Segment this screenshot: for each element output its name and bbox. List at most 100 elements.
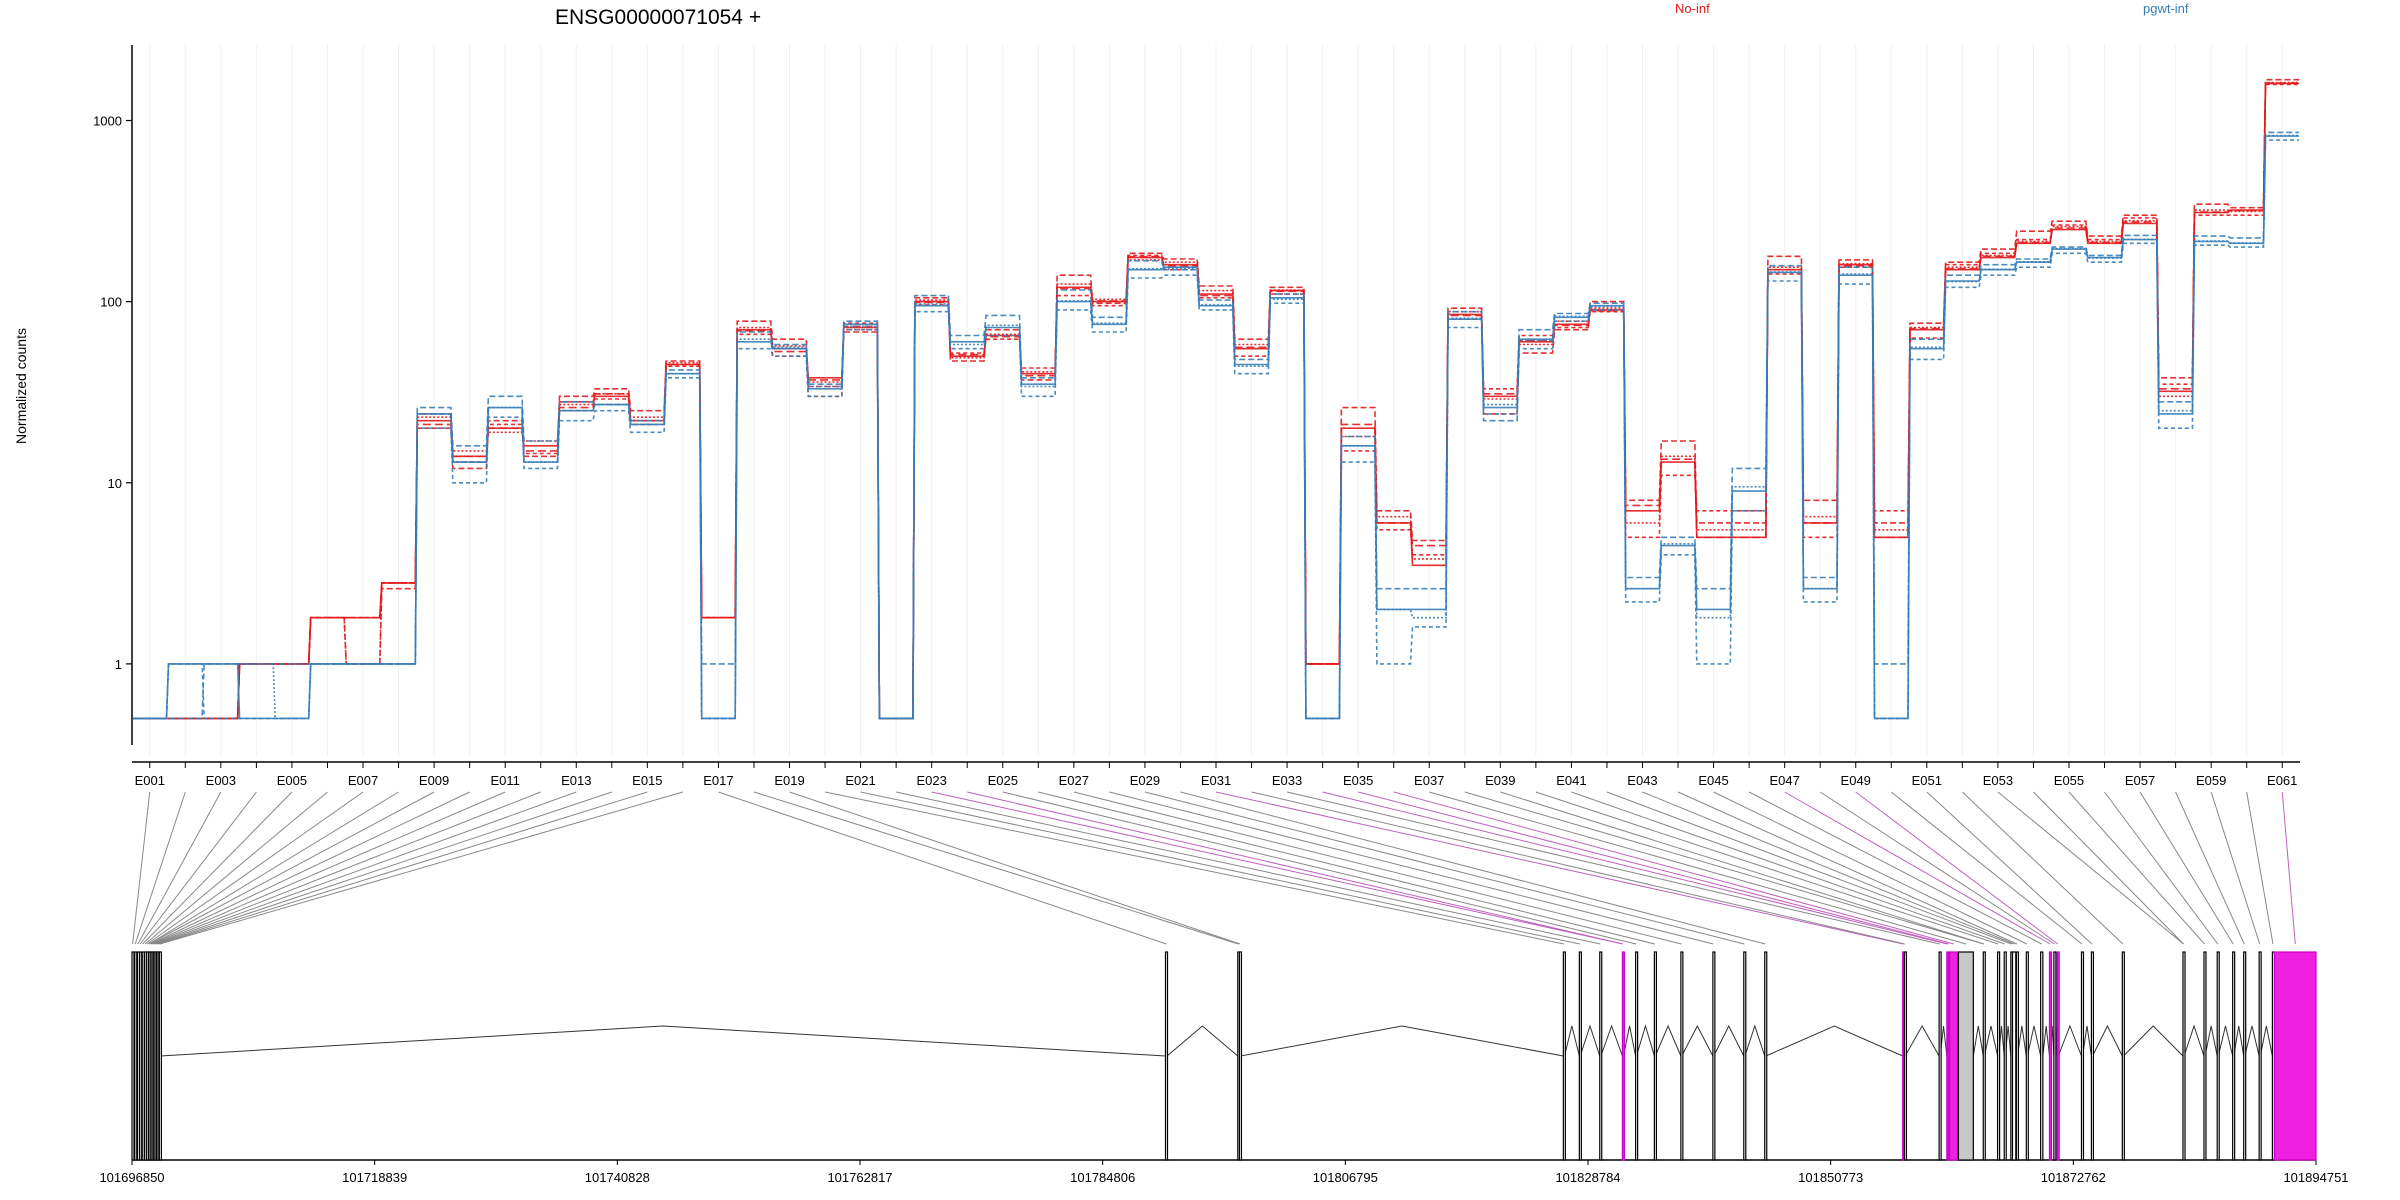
exon-box-E041 [2015, 951, 2019, 1161]
intron-line [2183, 1024, 2205, 1057]
intron-line [1240, 1025, 1564, 1057]
exon-box-E043 [2040, 951, 2044, 1161]
series-pgwt-inf-2 [133, 131, 2299, 720]
exon-box-E040 [2011, 951, 2017, 1161]
connector-E028 [1109, 791, 1714, 945]
connector-E020 [824, 791, 1564, 945]
connector-E034 [1322, 791, 1948, 945]
exon-box-E034 [1948, 951, 1959, 1161]
genomic-tick-label: 101784806 [1070, 1170, 1135, 1185]
connector-E049 [1855, 791, 2059, 945]
connector-E018 [753, 791, 1239, 945]
intron-line [1744, 1024, 1766, 1057]
connector-E042 [1606, 791, 2012, 945]
series-No-inf-5 [133, 82, 2299, 720]
exon-box-E035 [1957, 951, 1974, 1161]
x-tick-label: E031 [1201, 773, 1231, 788]
exon-box-E042 [2025, 951, 2029, 1161]
connector-E025 [1002, 791, 1637, 945]
connector-E036 [1393, 791, 1954, 945]
connector-E037 [1429, 791, 1967, 945]
exon-box-E037 [1997, 951, 2001, 1161]
connector-E051 [1926, 791, 2093, 945]
x-tick-label: E017 [703, 773, 733, 788]
x-tick-label: E059 [2196, 773, 2226, 788]
connector-E008 [148, 791, 399, 945]
exon-box-E048 [2090, 951, 2095, 1161]
connector-E019 [789, 791, 1241, 945]
intron-line [1636, 1024, 1655, 1057]
gene-model: 101696850 101718839 101740828 101762817 1017… [99, 951, 2349, 1185]
connector-E033 [1286, 791, 1940, 945]
connector-E024 [967, 791, 1624, 945]
exon-box-E050 [2182, 951, 2186, 1161]
connector-E046 [1748, 791, 2042, 945]
series-layer [133, 78, 2299, 720]
genomic-tick-label: 101762817 [827, 1170, 892, 1185]
x-tick-label: E009 [419, 773, 449, 788]
connector-E015 [158, 791, 648, 945]
connector-E055 [2068, 791, 2205, 945]
connector-E026 [1038, 791, 1655, 945]
x-tick-label: E061 [2267, 773, 2297, 788]
connector-E038 [1464, 791, 1984, 945]
connector-E058 [2175, 791, 2245, 945]
connector-E023 [931, 791, 1624, 945]
y-axis-label: Normalized counts [13, 328, 29, 444]
exon-gridlines [149, 45, 2283, 756]
series-pgwt-inf-3 [133, 139, 2299, 720]
connector-E027 [1073, 791, 1682, 945]
x-tick-label: E013 [561, 773, 591, 788]
intron-line [1600, 1024, 1623, 1057]
connector-E009 [148, 791, 435, 945]
exon-box-E028 [1764, 951, 1768, 1161]
intron-line [2026, 1025, 2042, 1057]
x-tick-label: E041 [1556, 773, 1586, 788]
x-tick-label: E043 [1627, 773, 1657, 788]
exon-box-E046 [2056, 951, 2060, 1161]
intron-line [1765, 1025, 1903, 1057]
x-tick-label: E039 [1485, 773, 1515, 788]
exon-box-E026 [1712, 951, 1716, 1161]
exon-box-E031 [1938, 951, 1942, 1161]
intron-line [2092, 1024, 2123, 1057]
x-tick-label: E035 [1343, 773, 1373, 788]
exon-box-E023 [1635, 951, 1639, 1161]
connector-E057 [2139, 791, 2234, 945]
exon-box-E038 [2003, 951, 2007, 1161]
x-tick-label: E047 [1769, 773, 1799, 788]
x-tick-label: E051 [1912, 773, 1942, 788]
exon-box-E001 [131, 951, 135, 1161]
exon-box-E004 [139, 951, 143, 1161]
exon-box-E024 [1653, 951, 1657, 1161]
x-tick-label: E019 [774, 773, 804, 788]
chart-title: ENSG00000071054 + [555, 6, 761, 29]
connector-E012 [153, 791, 541, 945]
connector-E056 [2104, 791, 2219, 945]
connector-E059 [2210, 791, 2261, 945]
axes-layer: 1 10 100 1000 E001 E003 E005 E007 E009 E011 E013 E0… [93, 45, 2300, 788]
connector-E044 [1677, 791, 2018, 945]
intron-line [2244, 1025, 2260, 1057]
intron-line [1972, 1025, 1984, 1057]
legend-no-inf: No-inf [1675, 1, 1710, 16]
intron-line [1983, 1025, 1999, 1057]
connector-E016 [159, 791, 684, 945]
x-tick-label: E029 [1130, 773, 1160, 788]
genomic-tick-label: 101718839 [342, 1170, 407, 1185]
connector-E003 [137, 791, 222, 945]
connector-E029 [1144, 791, 1745, 945]
connector-E002 [134, 791, 186, 945]
connector-E043 [1642, 791, 2015, 945]
genomic-tick-label: 101740828 [585, 1170, 650, 1185]
connector-E004 [139, 791, 257, 945]
exon-box-E054 [2243, 951, 2247, 1161]
exon-box-E030 [1903, 951, 1907, 1161]
connector-E041 [1571, 791, 2005, 945]
x-tick-label: E021 [845, 773, 875, 788]
series-No-inf-2 [133, 78, 2299, 720]
exon-box-E047 [2080, 951, 2085, 1161]
exon-box-E052 [2216, 951, 2220, 1161]
exon-box-E020 [1578, 951, 1582, 1161]
genomic-tick-label: 101828784 [1555, 1170, 1620, 1185]
